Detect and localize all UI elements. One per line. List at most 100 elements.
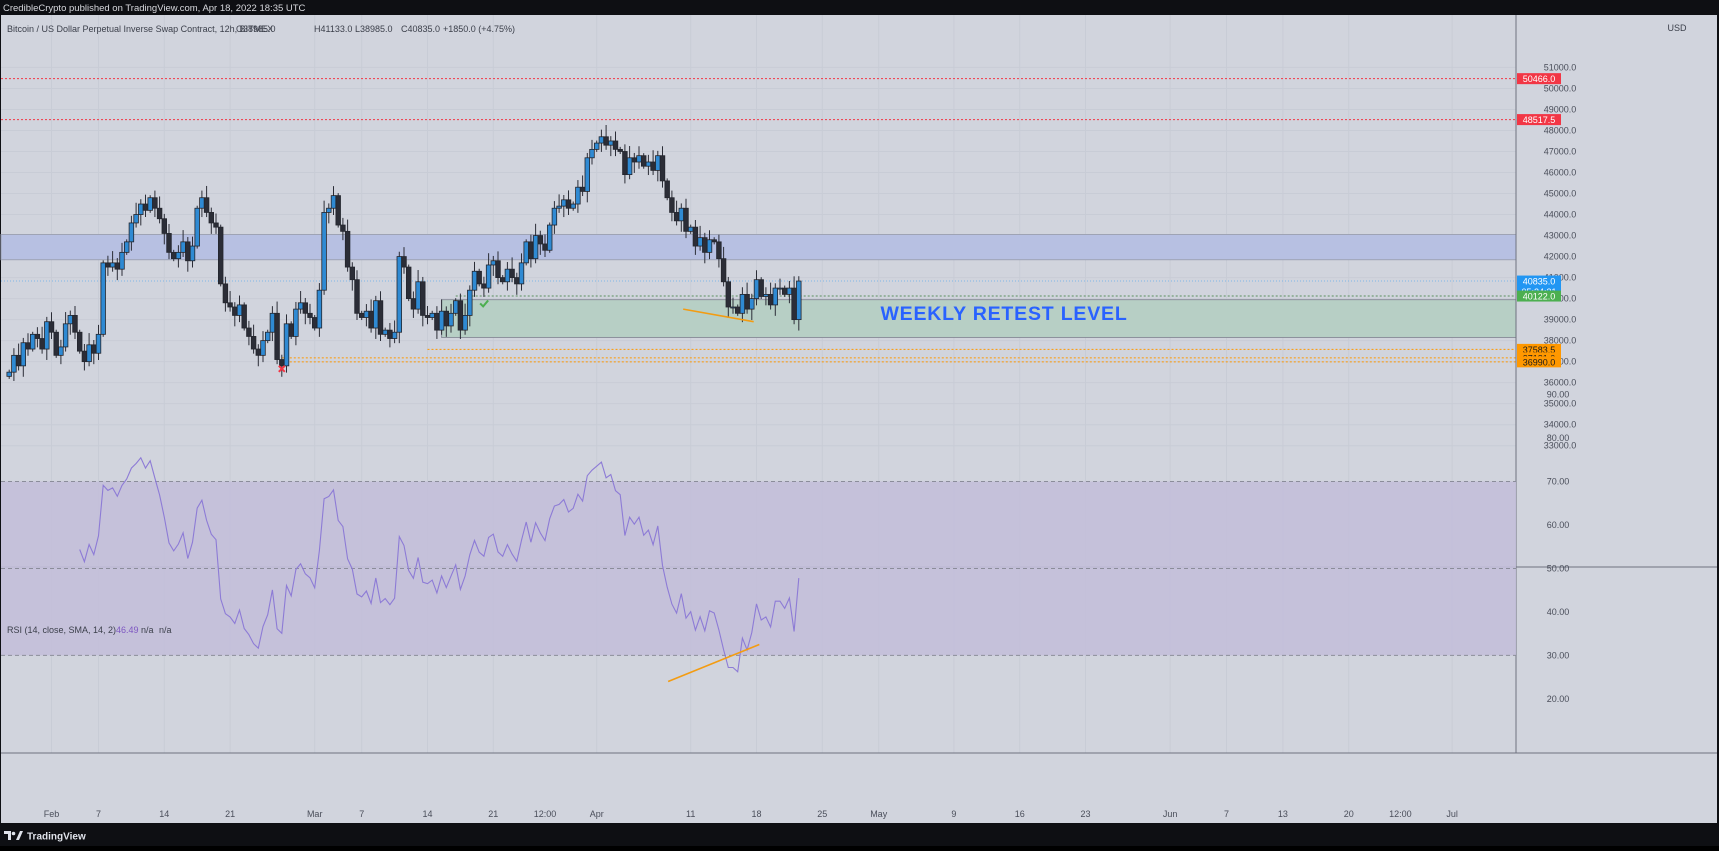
candle[interactable] — [77, 329, 83, 354]
candle[interactable] — [509, 257, 515, 283]
candle[interactable] — [518, 253, 525, 291]
candle[interactable] — [222, 276, 229, 312]
candle[interactable] — [217, 224, 224, 287]
candle[interactable] — [772, 283, 778, 316]
candle[interactable] — [692, 220, 699, 255]
candle[interactable] — [796, 276, 802, 331]
candle[interactable] — [175, 245, 182, 268]
candle[interactable] — [100, 260, 106, 337]
candle[interactable] — [452, 298, 459, 316]
tradingview-brand[interactable]: TradingView — [27, 832, 86, 843]
candle[interactable] — [119, 242, 125, 276]
candle[interactable] — [467, 285, 473, 327]
candle[interactable] — [152, 190, 158, 218]
candles[interactable] — [6, 125, 802, 381]
candle[interactable] — [495, 251, 501, 285]
candle[interactable] — [340, 217, 346, 241]
candle[interactable] — [147, 195, 153, 213]
candle[interactable] — [594, 140, 600, 152]
price-label-orange[interactable] — [1517, 356, 1561, 368]
candle[interactable] — [758, 277, 764, 300]
candle[interactable] — [194, 205, 200, 249]
price-label-orange[interactable] — [1517, 343, 1561, 355]
candle[interactable] — [203, 185, 210, 218]
candle[interactable] — [476, 268, 482, 287]
candle[interactable] — [584, 152, 590, 203]
candle[interactable] — [401, 247, 407, 274]
candle[interactable] — [532, 223, 539, 264]
candle[interactable] — [344, 219, 351, 272]
candle[interactable] — [659, 146, 666, 188]
candle[interactable] — [128, 215, 135, 251]
candle[interactable] — [589, 139, 595, 165]
axes[interactable]: 51000.0 50000.0 49000.0 48000.0 47000.0 46000… — [44, 62, 1577, 819]
candle[interactable] — [462, 303, 468, 335]
candle[interactable] — [321, 200, 327, 295]
candle[interactable] — [641, 153, 647, 169]
candle[interactable] — [612, 131, 619, 157]
candle[interactable] — [725, 276, 731, 318]
candle[interactable] — [250, 324, 257, 354]
price-label-red[interactable] — [1517, 73, 1561, 85]
candle[interactable] — [335, 193, 341, 228]
candle[interactable] — [749, 293, 755, 321]
candle[interactable] — [683, 198, 689, 239]
candle[interactable] — [537, 230, 543, 255]
candle[interactable] — [241, 302, 247, 331]
candle[interactable] — [720, 246, 727, 287]
candle[interactable] — [53, 329, 59, 358]
candle[interactable] — [664, 178, 670, 201]
candle[interactable] — [551, 201, 558, 234]
candle[interactable] — [354, 270, 360, 321]
candle[interactable] — [405, 264, 412, 302]
candle[interactable] — [547, 222, 553, 253]
candle[interactable] — [377, 291, 384, 342]
candle[interactable] — [72, 305, 78, 339]
candle[interactable] — [62, 312, 69, 352]
candle[interactable] — [448, 303, 454, 333]
price-label-green[interactable] — [1517, 290, 1561, 302]
candle[interactable] — [302, 297, 308, 325]
candle[interactable] — [311, 314, 318, 331]
candle[interactable] — [307, 303, 313, 325]
candle[interactable] — [213, 213, 219, 234]
candle[interactable] — [575, 180, 581, 213]
candle[interactable] — [420, 276, 426, 327]
candle[interactable] — [6, 369, 12, 379]
candle[interactable] — [316, 283, 323, 337]
candle[interactable] — [227, 291, 233, 312]
candle[interactable] — [293, 301, 299, 346]
candle[interactable] — [617, 146, 623, 155]
candle[interactable] — [711, 237, 717, 245]
candle[interactable] — [29, 331, 36, 352]
candle[interactable] — [124, 239, 130, 255]
rsi-pane[interactable] — [1, 15, 1717, 754]
candle[interactable] — [133, 202, 139, 228]
candle[interactable] — [264, 329, 271, 344]
candle[interactable] — [523, 239, 529, 266]
candle[interactable] — [274, 301, 280, 365]
candle[interactable] — [626, 146, 633, 180]
symbol-title[interactable]: Bitcoin / US Dollar Perpetual Inverse Sw… — [7, 24, 273, 34]
candle[interactable] — [391, 320, 398, 344]
candle[interactable] — [48, 312, 55, 339]
candle[interactable] — [556, 194, 562, 213]
candle[interactable] — [58, 339, 64, 365]
candle[interactable] — [326, 203, 332, 224]
candle[interactable] — [706, 230, 713, 260]
candle[interactable] — [189, 236, 196, 268]
candle[interactable] — [44, 316, 50, 360]
candle[interactable] — [288, 321, 294, 339]
candle[interactable] — [246, 320, 252, 346]
candle[interactable] — [95, 324, 102, 360]
candle[interactable] — [208, 207, 214, 234]
candle[interactable] — [570, 201, 576, 211]
candle[interactable] — [716, 234, 722, 268]
candle[interactable] — [669, 190, 675, 222]
candle[interactable] — [161, 213, 167, 245]
candle[interactable] — [349, 262, 355, 291]
price-label-red[interactable] — [1517, 114, 1561, 126]
candle[interactable] — [34, 327, 41, 348]
candle[interactable] — [260, 331, 266, 363]
candle[interactable] — [283, 314, 290, 373]
